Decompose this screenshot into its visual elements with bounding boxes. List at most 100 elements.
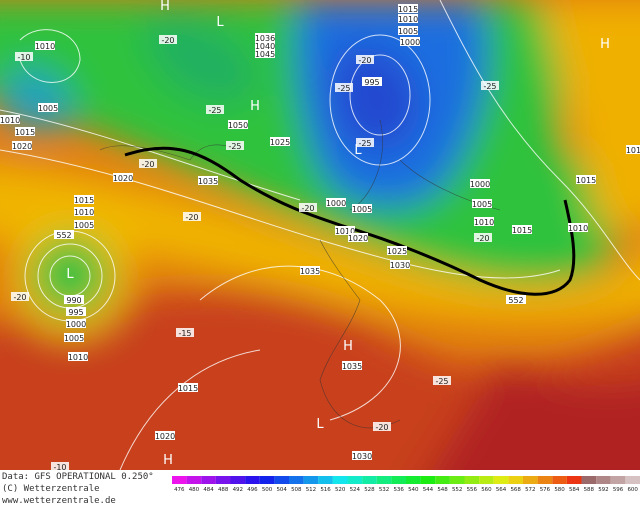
label-box — [255, 41, 275, 50]
label-box — [398, 4, 418, 13]
legend-swatch — [449, 476, 465, 484]
temp-text: -25 — [483, 82, 496, 91]
isobar-text: 1005 — [472, 200, 492, 209]
label-box — [472, 199, 492, 208]
legend-swatch — [303, 476, 319, 484]
isobar-label: 1015 — [74, 195, 94, 205]
label-box — [299, 203, 317, 212]
label-box — [206, 105, 224, 114]
isobar-text: 1025 — [270, 138, 290, 147]
isobar-label: 1050 — [228, 120, 248, 130]
label-box — [255, 33, 275, 42]
isobar-label: 552 — [506, 295, 526, 305]
legend-label: 524 — [350, 487, 361, 493]
isobar-label: 1015 — [398, 4, 418, 14]
label-box — [11, 292, 29, 301]
legend-swatch — [464, 476, 480, 484]
isobar-text: 1010 — [68, 353, 88, 362]
label-box — [113, 173, 133, 182]
label-box — [512, 225, 532, 234]
label-box — [54, 230, 74, 239]
temp-text: -20 — [358, 56, 371, 65]
temp-text: -25 — [208, 106, 221, 115]
legend-label: 596 — [613, 487, 624, 493]
isobar-label: 1005 — [74, 220, 94, 230]
isobar-text: 1020 — [155, 432, 175, 441]
legend-label: 488 — [218, 487, 229, 493]
isobar-text: 1015 — [398, 5, 418, 14]
label-box — [38, 103, 58, 112]
pressure-center: L — [316, 417, 324, 432]
isobar-text: 1010 — [0, 116, 20, 125]
isobar-text: 1020 — [12, 142, 32, 151]
isobar-text: 1020 — [348, 234, 368, 243]
legend-label: 568 — [510, 487, 521, 493]
isobar-text: 1005 — [398, 27, 418, 36]
isobar-label: 1030 — [352, 451, 372, 461]
isobar-text: 1010 — [335, 227, 355, 236]
legend-swatch — [332, 476, 348, 484]
legend-swatch — [523, 476, 538, 484]
isobar-text: 990 — [66, 296, 81, 305]
temp-label: -20 — [183, 212, 201, 222]
temp-label: -20 — [11, 292, 29, 302]
label-box — [481, 81, 499, 90]
label-box — [66, 307, 86, 316]
temp-label: -10 — [51, 462, 69, 472]
temp-text: -15 — [178, 329, 191, 338]
isobar-label: 1010 — [335, 226, 355, 236]
label-box — [387, 246, 407, 255]
isobar-label: 990 — [64, 295, 84, 305]
legend-label: 536 — [393, 487, 404, 493]
isobar-label: 1020 — [12, 141, 32, 151]
temp-text: -10 — [17, 53, 30, 62]
legend-label: 548 — [437, 487, 448, 493]
isobar-text: 1005 — [38, 104, 58, 113]
label-box — [398, 14, 418, 23]
isobar-label: 995 — [66, 307, 86, 317]
label-box — [568, 223, 588, 232]
label-box — [66, 319, 86, 328]
isobar-text: 1005 — [352, 205, 372, 214]
legend-label: 540 — [408, 487, 419, 493]
legend-label: 564 — [496, 487, 507, 493]
legend-label: 512 — [306, 487, 317, 493]
isobar-text: 1000 — [470, 180, 490, 189]
legend-swatch — [318, 476, 333, 484]
label-box — [326, 198, 346, 207]
isobar-text: 1045 — [255, 50, 275, 59]
label-box — [335, 83, 353, 92]
isobar-label: 1010 — [568, 223, 588, 233]
temp-label: -20 — [299, 203, 317, 213]
legend-swatch — [172, 476, 187, 484]
legend-swatch — [391, 476, 406, 484]
isobar-label: 1000 — [470, 179, 490, 189]
temp-text: -20 — [375, 423, 388, 432]
footer-text: (C) Wetterzentrale — [2, 484, 100, 494]
isobar-label: 552 — [54, 230, 74, 240]
isobar-text: 552 — [56, 231, 71, 240]
label-box — [390, 260, 410, 269]
legend-label: 508 — [291, 487, 302, 493]
temp-label: -10 — [15, 52, 33, 62]
isobar-label: 1015 — [178, 383, 198, 393]
temp-label: -25 — [335, 83, 353, 93]
label-box — [64, 333, 84, 342]
label-box — [64, 295, 84, 304]
isobar-text: 1010 — [74, 208, 94, 217]
label-box — [362, 77, 382, 86]
footer-text: Data: GFS OPERATIONAL 0.250° — [2, 472, 154, 482]
pressure-center: H — [600, 37, 610, 52]
legend-swatch — [215, 476, 231, 484]
legend-swatch — [230, 476, 246, 484]
legend-label: 560 — [481, 487, 492, 493]
temp-label: -20 — [159, 35, 177, 45]
legend-swatch — [362, 476, 377, 484]
temp-label: -25 — [356, 138, 374, 148]
isobar-label: 1010 — [398, 14, 418, 24]
legend-swatch — [201, 476, 216, 484]
isobar-label: 1015 — [15, 127, 35, 137]
temp-text: -10 — [53, 463, 66, 472]
label-box — [255, 49, 275, 58]
label-box — [356, 138, 374, 147]
